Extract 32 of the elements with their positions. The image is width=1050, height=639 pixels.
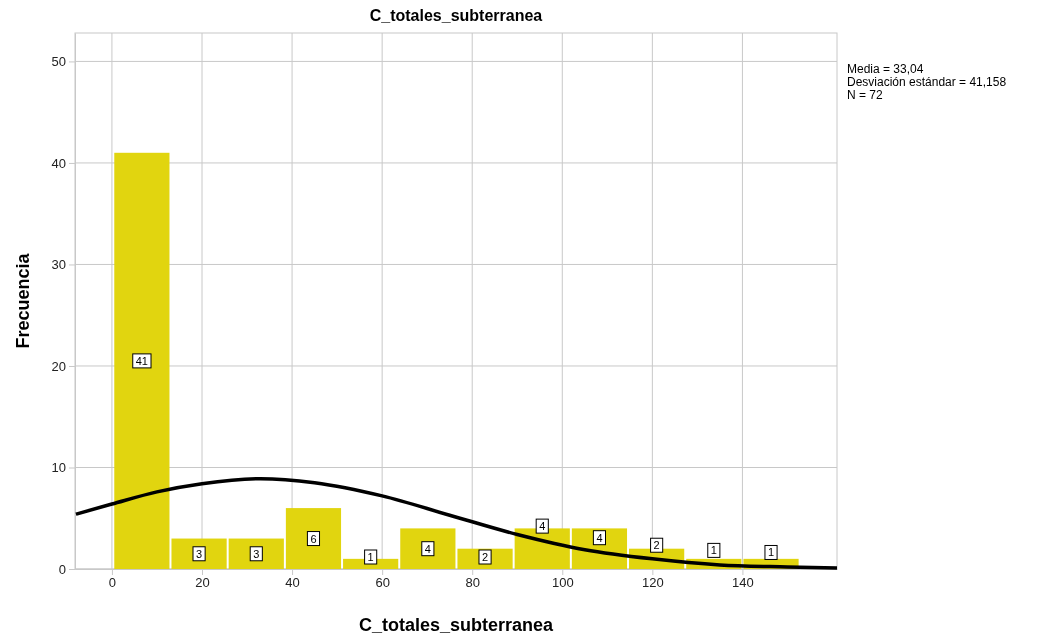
data-label: 1 xyxy=(710,544,717,557)
x-tick-label: 140 xyxy=(732,575,754,591)
x-tick-label: 80 xyxy=(465,575,480,591)
x-tick-label: 60 xyxy=(375,575,390,591)
y-axis-title: Frecuencia xyxy=(13,252,33,349)
data-label: 4 xyxy=(424,542,431,555)
x-tick-label: 120 xyxy=(642,575,664,591)
data-label: 1 xyxy=(367,551,374,563)
x-tick-label: 20 xyxy=(195,575,210,591)
y-tick-label: 20 xyxy=(51,358,66,374)
y-tick-label: 50 xyxy=(51,54,66,70)
text: Media = 33,04 xyxy=(847,62,924,76)
text: N = 72 xyxy=(847,88,884,102)
y-tick-label: 30 xyxy=(51,257,66,273)
data-label: 2 xyxy=(481,551,489,563)
x-axis-title: C_totales_subterranea xyxy=(358,615,555,635)
x-tick-label: 100 xyxy=(551,575,574,591)
x-tick-label: 0 xyxy=(108,575,117,591)
y-tick-label: 0 xyxy=(58,561,66,577)
text: Desviación estándar = 41,158 xyxy=(847,75,1007,89)
chart-title: C_totales_subterranea xyxy=(369,7,543,24)
y-tick-label: 40 xyxy=(51,155,66,171)
data-label: 41 xyxy=(135,354,148,367)
data-label: 4 xyxy=(596,531,603,544)
data-label: 3 xyxy=(196,547,203,560)
data-label: 6 xyxy=(310,532,317,545)
y-tick-label: 10 xyxy=(51,460,66,476)
data-label: 1 xyxy=(767,546,775,559)
x-tick-label: 40 xyxy=(285,575,300,591)
data-label: 2 xyxy=(653,539,660,552)
data-label: 3 xyxy=(253,547,260,560)
data-label: 4 xyxy=(539,520,546,533)
